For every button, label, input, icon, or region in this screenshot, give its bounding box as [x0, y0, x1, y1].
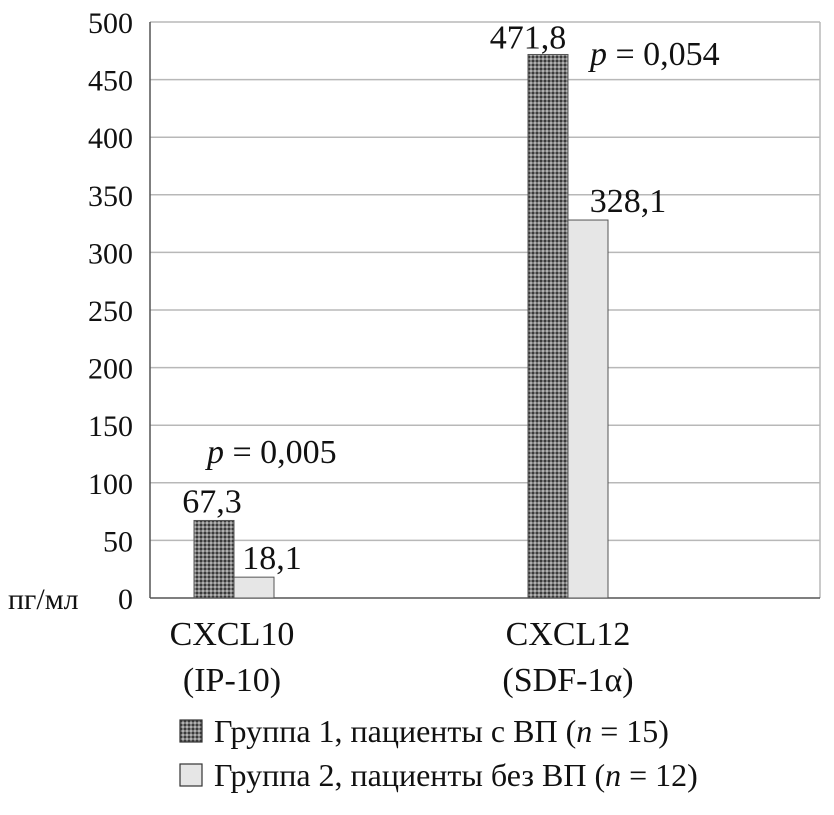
annotations: p = 0,005 p = 0,054: [205, 36, 720, 471]
bar-series2-2: [567, 219, 609, 599]
category-labels: CXCL10 (IP-10) CXCL12 (SDF-1α): [170, 616, 634, 699]
y-tick-label: 500: [88, 7, 133, 40]
y-tick-label: 50: [103, 525, 133, 558]
y-tick-label: 400: [88, 122, 133, 155]
p-value-annotation: p = 0,005: [205, 434, 337, 471]
grid: [149, 21, 821, 599]
y-tick-label: 450: [88, 65, 133, 98]
y-tick-label: 100: [88, 468, 133, 501]
legend-swatch: [179, 719, 203, 743]
y-axis-label: пг/мл: [8, 583, 79, 616]
bar-series1-2: [527, 53, 569, 599]
y-tick-label: 200: [88, 353, 133, 386]
category-label: (SDF-1α): [502, 662, 633, 699]
legend-label: Группа 1, пациенты с ВП (n = 15): [214, 713, 669, 749]
bar-labels: 67,3 471,8 18,1 328,1: [182, 19, 666, 577]
y-axis-ticks: 0 50 100 150 200 250 300 350 400 450 500: [88, 7, 133, 616]
bar-value-label: 471,8: [490, 19, 567, 56]
bar-value-label: 18,1: [242, 540, 302, 577]
y-tick-label: 250: [88, 295, 133, 328]
legend-swatch: [179, 763, 203, 787]
y-tick-label: 300: [88, 237, 133, 270]
y-tick-label: 150: [88, 410, 133, 443]
legend-label: Группа 2, пациенты без ВП (n = 12): [214, 757, 698, 793]
y-tick-label: 350: [88, 180, 133, 213]
p-value-annotation: p = 0,054: [588, 36, 720, 73]
category-label: CXCL12: [506, 616, 631, 653]
category-label: CXCL10: [170, 616, 295, 653]
bars: [193, 53, 609, 599]
legend: Группа 1, пациенты с ВП (n = 15) Группа 2…: [179, 713, 698, 793]
bar-series1-1: [193, 519, 235, 599]
bar-value-label: 67,3: [182, 483, 242, 520]
bar-series2-1: [233, 576, 275, 599]
y-tick-label: 0: [118, 583, 133, 616]
bar-value-label: 328,1: [590, 183, 667, 220]
category-label: (IP-10): [183, 662, 281, 699]
